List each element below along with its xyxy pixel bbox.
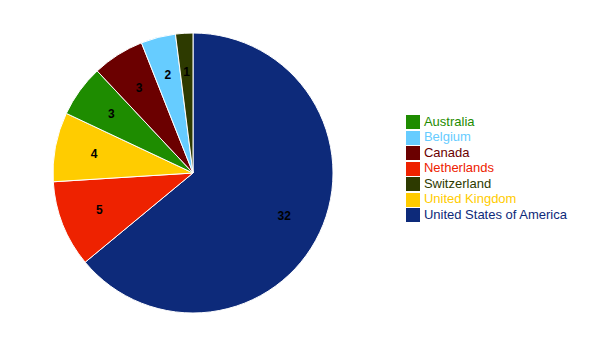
svg-text:3: 3 (108, 107, 115, 121)
svg-text:3: 3 (136, 81, 143, 95)
html-text:United States of America: United States of America (423, 206, 567, 222)
html-text:Switzerland: Switzerland (423, 175, 492, 191)
html-text:Netherlands: Netherlands (423, 160, 494, 176)
html-text:Belgium: Belgium (423, 129, 471, 145)
html-text:Australia: Australia (423, 113, 475, 129)
html-text:Canada: Canada (423, 144, 470, 160)
svg-text:4: 4 (91, 147, 98, 161)
svg-text:32: 32 (278, 209, 292, 223)
html-text:United Kingdom: United Kingdom (423, 191, 517, 207)
svg-text:2: 2 (165, 68, 172, 82)
svg-text:5: 5 (96, 203, 103, 217)
svg-text:1: 1 (183, 65, 190, 79)
